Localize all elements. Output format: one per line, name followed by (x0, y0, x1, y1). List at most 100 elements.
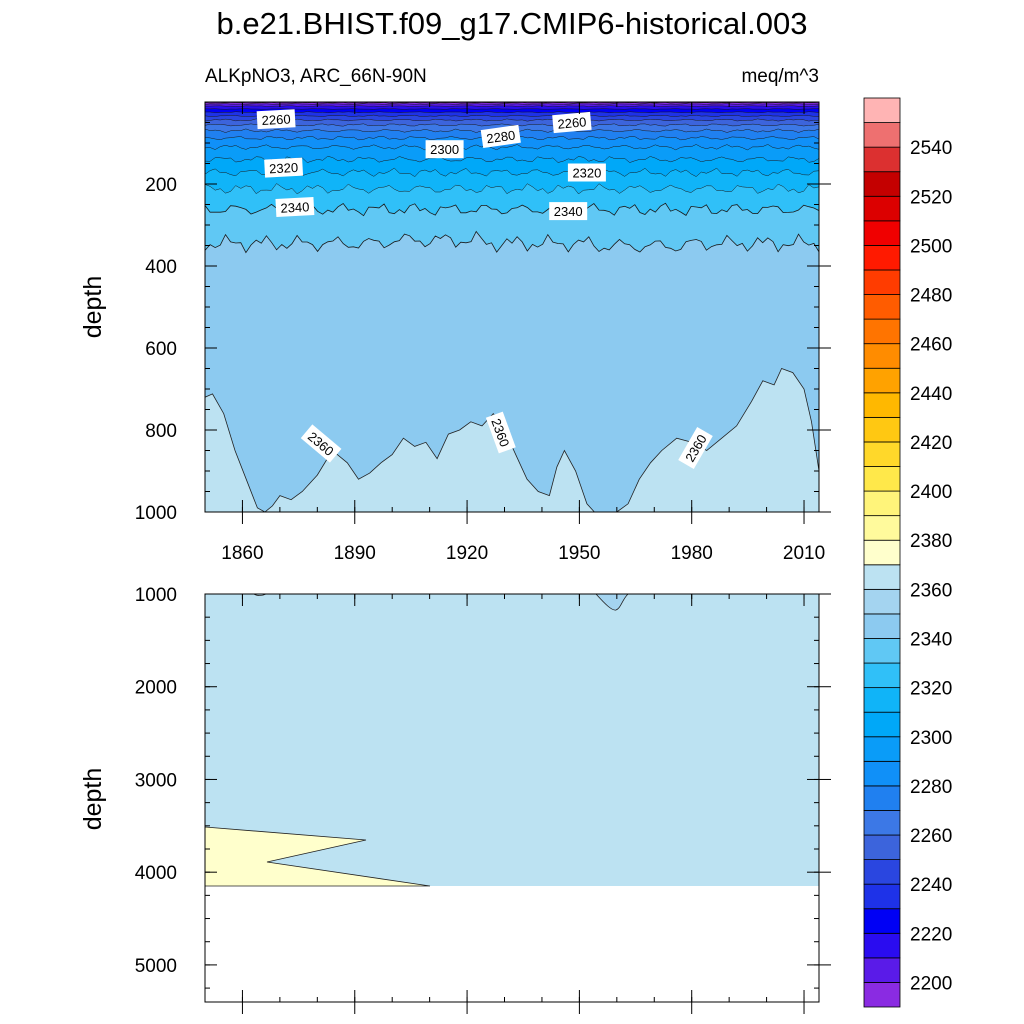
colorbar-label: 2220 (910, 924, 952, 945)
contour-label-text: 2340 (554, 204, 583, 219)
contour-label: 2320 (567, 163, 606, 182)
colorbar-swatch (863, 908, 901, 934)
colorbar-label: 2320 (910, 679, 952, 700)
colorbar-swatch (863, 638, 901, 664)
colorbar-swatch (863, 245, 901, 271)
variable-region-label: ALKpNO3, ARC_66N-90N (205, 66, 427, 87)
lower-plot-frame (204, 593, 820, 1003)
colorbar-swatch (863, 982, 901, 1008)
contour-line-2260 (205, 118, 819, 122)
y-tick-label: 400 (145, 257, 177, 278)
contour-label-text: 2320 (572, 166, 601, 181)
colorbar-label: 2280 (910, 777, 952, 798)
contour-line-2230 (205, 108, 819, 110)
colorbar-label: 2520 (910, 187, 952, 208)
colorbar-label: 2300 (910, 728, 952, 749)
colorbar-swatch (863, 392, 901, 418)
contour-label: 2340 (549, 202, 588, 221)
colorbar-label: 2500 (910, 236, 952, 257)
contour-label: 2300 (425, 140, 464, 159)
y-tick-label: 5000 (135, 956, 177, 977)
y-tick-label: 1000 (135, 503, 177, 524)
colorbar-swatch (863, 343, 901, 369)
colorbar-swatch (863, 195, 901, 222)
contour-line-2240 (205, 111, 819, 114)
colorbar-swatch (863, 318, 901, 345)
colorbar-swatch (863, 662, 901, 689)
contour-label: 2280 (480, 124, 521, 148)
colorbar-label: 2480 (910, 286, 952, 307)
colorbar-swatch (863, 687, 901, 713)
contour-label-text: 2300 (430, 142, 459, 157)
x-tick-label: 2010 (783, 543, 825, 564)
contour-label-text: 2260 (557, 114, 587, 131)
colorbar-swatch (863, 416, 901, 443)
contour-line-2310 (205, 155, 819, 163)
contour-line-2200 (205, 102, 819, 104)
lower-y-axis-label: depth (79, 768, 107, 831)
lower-wedge-2370 (205, 826, 431, 887)
colorbar-swatch (863, 220, 901, 246)
colorbar-swatch (863, 810, 901, 836)
units-label: meq/m^3 (741, 66, 819, 87)
x-tick-label: 1920 (446, 543, 488, 564)
upper-contour-lines (205, 102, 819, 254)
colorbar-swatch (863, 932, 901, 959)
contour-line-2250 (205, 114, 819, 118)
y-tick-label: 3000 (135, 770, 177, 791)
colorbar-label: 2420 (910, 433, 952, 454)
colorbar-swatch (863, 834, 901, 861)
contour-line-2220 (205, 105, 819, 107)
colorbar-swatch (863, 785, 901, 811)
colorbar-swatch (863, 588, 901, 615)
colorbar-label: 2440 (910, 384, 952, 405)
contour-line-2300 (205, 143, 819, 151)
x-tick-label: 1860 (221, 543, 263, 564)
y-tick-label: 600 (145, 339, 177, 360)
colorbar-label: 2380 (910, 531, 952, 552)
contour-label-text: 2320 (269, 160, 299, 176)
contour-label-text: 2280 (486, 127, 517, 146)
contour-line-2320 (205, 167, 819, 178)
upper-y-ticks: 200 400 600 800 1000 (135, 101, 831, 524)
colorbar: 2200 2220 2240 2260 2280 2300 2320 2340 2360 2380… (863, 97, 952, 1008)
contour-label: 2320 (264, 157, 304, 178)
colorbar-label: 2400 (910, 482, 952, 503)
colorbar-swatch (863, 564, 901, 590)
colorbar-label: 2540 (910, 138, 952, 159)
colorbar-label: 2360 (910, 580, 952, 601)
y-tick-label: 1000 (135, 585, 177, 606)
colorbar-swatch (863, 146, 901, 173)
colorbar-swatch (863, 736, 901, 762)
contour-line-2270 (205, 123, 819, 127)
colorbar-swatch (863, 367, 901, 394)
lower-y-ticks: 1000 2000 3000 4000 5000 (135, 585, 831, 989)
upper-x-ticks: 1860 1890 1920 1950 1980 2010 (204, 102, 825, 564)
colorbar-swatch (863, 171, 901, 197)
contour-label: 2360 (485, 411, 516, 454)
upper-filled-contours (205, 102, 819, 512)
contour-line-2330 (205, 183, 819, 195)
contour-label-text: 2260 (261, 111, 291, 127)
colorbar-swatch (863, 294, 901, 320)
contour-label-text: 2340 (280, 199, 310, 215)
colorbar-swatch (863, 883, 901, 910)
colorbar-swatch (863, 539, 901, 566)
colorbar-swatch (863, 711, 901, 738)
x-tick-label: 1950 (558, 543, 600, 564)
x-tick-label: 1980 (671, 543, 713, 564)
colorbar-swatch (863, 515, 901, 541)
contour-line-2210 (205, 103, 819, 105)
colorbar-swatch (863, 466, 901, 492)
contour-label: 2260 (256, 109, 296, 130)
x-tick-label: 1890 (334, 543, 376, 564)
colorbar-swatch (863, 859, 901, 885)
contour-label: 2260 (552, 111, 592, 134)
colorbar-label: 2200 (910, 973, 952, 994)
contour-label: 2340 (275, 197, 315, 217)
contour-line-2350 (205, 230, 819, 254)
chart-title: b.e21.BHIST.f09_g17.CMIP6-historical.003 (216, 6, 807, 41)
colorbar-swatch (863, 490, 901, 517)
